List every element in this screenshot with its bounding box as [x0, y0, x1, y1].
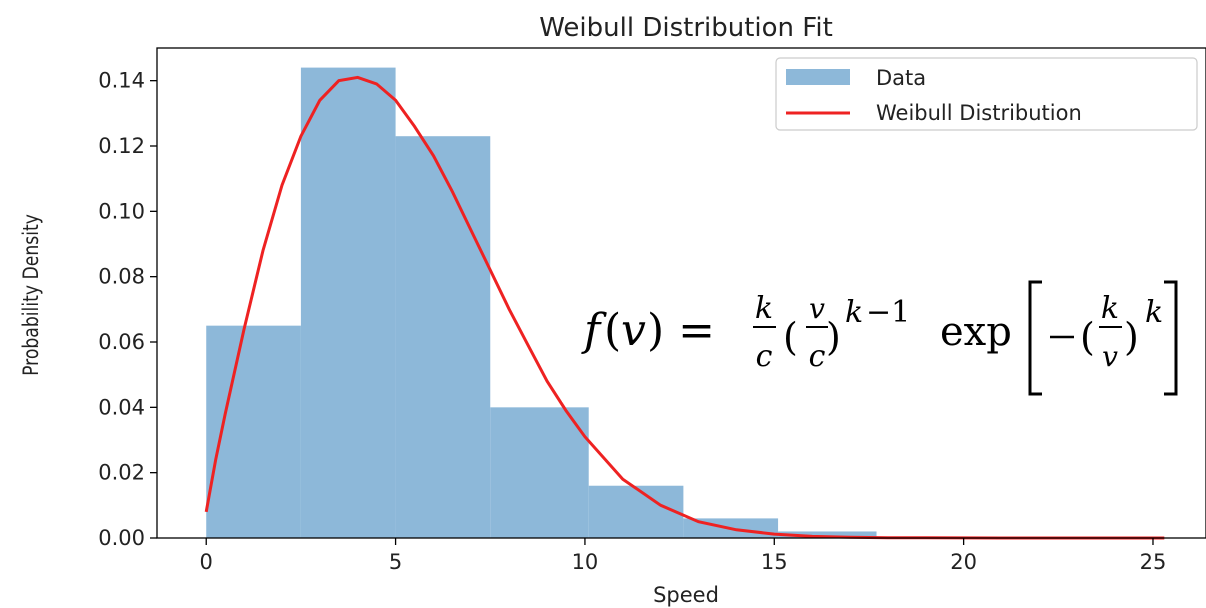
histogram-bar: [490, 407, 589, 538]
formula-patch: [562, 272, 1192, 402]
svg-text:(: (: [604, 305, 621, 356]
svg-text:(: (: [783, 315, 798, 359]
histogram-bars: [206, 67, 877, 538]
histogram-bar: [300, 67, 396, 538]
x-ticks: 0 5 10 15 20 25: [200, 538, 1167, 574]
svg-text:k: k: [755, 291, 773, 326]
svg-text:k: k: [1101, 291, 1119, 326]
svg-text:v: v: [621, 305, 646, 356]
legend-swatch-data: [786, 69, 850, 85]
histogram-bar: [778, 531, 877, 538]
svg-text:c: c: [809, 339, 826, 374]
y-tick-label: 0.02: [98, 461, 145, 485]
x-tick-label: 0: [200, 550, 213, 574]
x-tick-label: 20: [950, 550, 977, 574]
svg-text:k: k: [845, 295, 863, 330]
y-tick-label: 0.12: [98, 134, 145, 158]
y-tick-label: 0.00: [98, 526, 145, 550]
x-tick-label: 15: [761, 550, 788, 574]
y-tick-label: 0.14: [98, 69, 145, 93]
y-tick-label: 0.04: [98, 395, 145, 419]
svg-text:) =: ) =: [647, 305, 715, 356]
svg-text:k: k: [1145, 295, 1163, 330]
x-tick-label: 5: [389, 550, 402, 574]
formula-annotation: f ( v ) = k c ( v c ) k −1 exp ( k v ) k: [562, 272, 1192, 402]
x-axis-label: Speed: [653, 583, 719, 607]
svg-text:exp: exp: [940, 309, 1012, 355]
svg-text:): ): [826, 315, 841, 359]
svg-text:v: v: [809, 292, 825, 325]
svg-text:c: c: [756, 339, 773, 374]
legend-label-weibull: Weibull Distribution: [876, 101, 1082, 125]
y-ticks: 0.00 0.02 0.04 0.06 0.08 0.10 0.12 0.14: [98, 69, 157, 550]
svg-text:(: (: [1080, 315, 1095, 359]
y-axis-label: Probability Density: [18, 214, 43, 376]
svg-text:−1: −1: [866, 295, 910, 330]
histogram-bar: [395, 136, 491, 538]
legend-label-data: Data: [876, 66, 926, 90]
legend-box: [775, 57, 1198, 131]
axes-frame: [156, 47, 1206, 539]
y-tick-label: 0.08: [98, 265, 145, 289]
svg-text:v: v: [1102, 340, 1118, 373]
y-tick-label: 0.10: [98, 199, 145, 223]
histogram-bar: [588, 485, 684, 538]
chart-title: Weibull Distribution Fit: [539, 13, 833, 43]
x-tick-label: 25: [1140, 550, 1167, 574]
legend: Data Weibull Distribution: [775, 57, 1198, 131]
plot-frame: [156, 47, 1206, 539]
svg-text:): ): [1124, 315, 1139, 359]
x-tick-label: 10: [572, 550, 599, 574]
y-tick-label: 0.06: [98, 330, 145, 354]
